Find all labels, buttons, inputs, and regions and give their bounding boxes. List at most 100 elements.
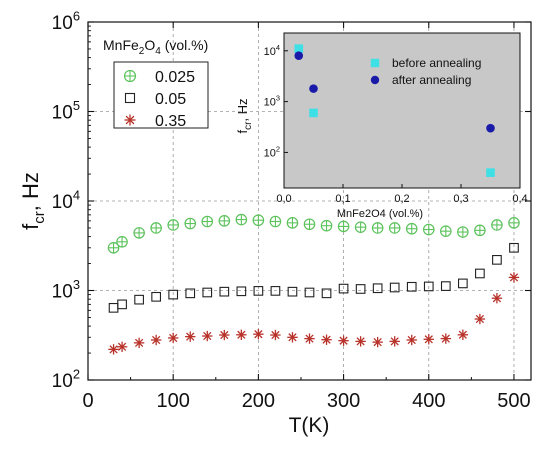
main-legend-items: 0.025 0.05 0.35 <box>123 69 195 130</box>
inset-legend: before annealing after annealing <box>370 56 481 87</box>
data-point <box>133 337 145 349</box>
data-point <box>440 281 451 291</box>
data-point <box>270 329 281 341</box>
data-point <box>303 218 316 231</box>
main-y-tick-label: 105 <box>52 98 80 124</box>
data-point <box>355 336 366 347</box>
data-point <box>107 241 120 254</box>
data-point <box>321 334 332 345</box>
data-point <box>269 215 282 228</box>
inset-data-point <box>294 44 304 53</box>
data-point <box>236 329 247 340</box>
inset-series-before annealing <box>294 44 495 177</box>
inset-data-point <box>309 84 318 93</box>
data-point <box>167 332 179 344</box>
data-point <box>355 284 366 294</box>
data-point <box>133 227 145 239</box>
main-x-tick-label: 500 <box>497 390 530 412</box>
data-point <box>337 220 350 233</box>
data-point <box>423 334 434 345</box>
main-x-tick-label: 0 <box>82 390 93 412</box>
data-point <box>474 224 486 237</box>
inset-y-axis-label: fcr, Hz <box>235 98 254 133</box>
inset-y-tick-label: 102 <box>264 144 280 159</box>
data-point <box>372 336 383 348</box>
data-point <box>304 287 315 298</box>
data-point <box>116 341 128 352</box>
legend-label: 0.05 <box>155 91 186 108</box>
legend-label: 0.025 <box>155 69 195 86</box>
inset-data-points <box>294 44 495 177</box>
data-point <box>457 329 469 340</box>
data-point <box>474 313 486 325</box>
main-y-axis: 102 103 104 105 106 <box>52 8 531 392</box>
data-point <box>150 334 162 346</box>
data-point <box>372 283 383 294</box>
data-point <box>440 225 452 237</box>
inset-x-tick-label: 0,4 <box>512 193 527 205</box>
legend-marker-0.025 <box>123 69 137 83</box>
data-point <box>423 281 434 292</box>
inset-data-point <box>309 108 318 118</box>
data-point <box>388 222 401 234</box>
main-x-axis: 0 100 200 300 400 500 <box>82 22 531 412</box>
data-point <box>168 289 179 300</box>
inset-data-point <box>486 168 495 177</box>
main-legend-title: MnFe2O4 (vol.%) <box>103 37 208 57</box>
data-point <box>475 268 485 279</box>
inset-chart: 0,0 0,1 0,2 0,3 0,4 102 103 104 MnFe2O4 (vol.%… <box>235 32 528 220</box>
legend-marker-0.35 <box>124 114 136 126</box>
data-point <box>422 223 435 236</box>
inset-x-axis: 0,0 0,1 0,2 0,3 0,4 <box>276 184 528 205</box>
inset-x-tick-label: 0,1 <box>335 193 350 205</box>
inset-x-axis-label: MnFe2O4 (vol.%) <box>337 208 423 220</box>
data-point <box>405 222 418 235</box>
inset-data-point <box>294 51 304 61</box>
data-point <box>185 288 196 299</box>
data-point <box>354 221 367 233</box>
data-point <box>491 219 503 231</box>
data-point <box>491 293 503 304</box>
data-point <box>184 217 197 230</box>
inset-x-tick-label: 0,2 <box>394 193 409 205</box>
inset-y-tick-label: 103 <box>264 94 280 109</box>
data-point <box>150 222 162 234</box>
data-point <box>253 286 264 296</box>
data-point <box>219 329 230 341</box>
series-0.025 <box>107 213 520 254</box>
data-point <box>321 288 332 299</box>
data-point <box>218 215 231 227</box>
main-x-tick-label: 200 <box>242 390 275 412</box>
data-point <box>185 331 196 342</box>
data-point <box>201 215 214 228</box>
data-point <box>117 299 127 310</box>
data-point <box>389 282 400 293</box>
data-point <box>252 214 265 227</box>
data-point <box>202 287 213 298</box>
inset-plot-area <box>283 32 521 189</box>
data-point <box>108 344 119 355</box>
data-point <box>440 333 452 344</box>
main-y-tick-label: 102 <box>52 366 80 392</box>
legend-marker-0.05 <box>124 92 136 104</box>
inset-x-tick-label: 0,0 <box>276 193 291 205</box>
main-chart: 0 100 200 300 400 500 102 103 104 105 106 T(K) fc… <box>18 8 532 437</box>
inset-y-axis: 102 103 104 <box>264 43 288 159</box>
data-point <box>371 222 384 234</box>
data-point <box>406 281 417 292</box>
main-y-tick-label: 104 <box>52 187 80 213</box>
data-point <box>492 255 502 265</box>
data-point <box>287 332 298 343</box>
data-point <box>509 242 519 253</box>
inset-series-after annealing <box>294 51 495 133</box>
data-point <box>219 286 230 297</box>
series-0.35 <box>108 272 520 355</box>
data-point <box>406 334 417 346</box>
series-0.05 <box>108 242 519 313</box>
data-point <box>287 286 298 297</box>
legend-label: 0.35 <box>155 113 186 130</box>
data-point <box>235 213 248 226</box>
data-point <box>202 330 213 342</box>
main-x-tick-label: 400 <box>412 390 445 412</box>
